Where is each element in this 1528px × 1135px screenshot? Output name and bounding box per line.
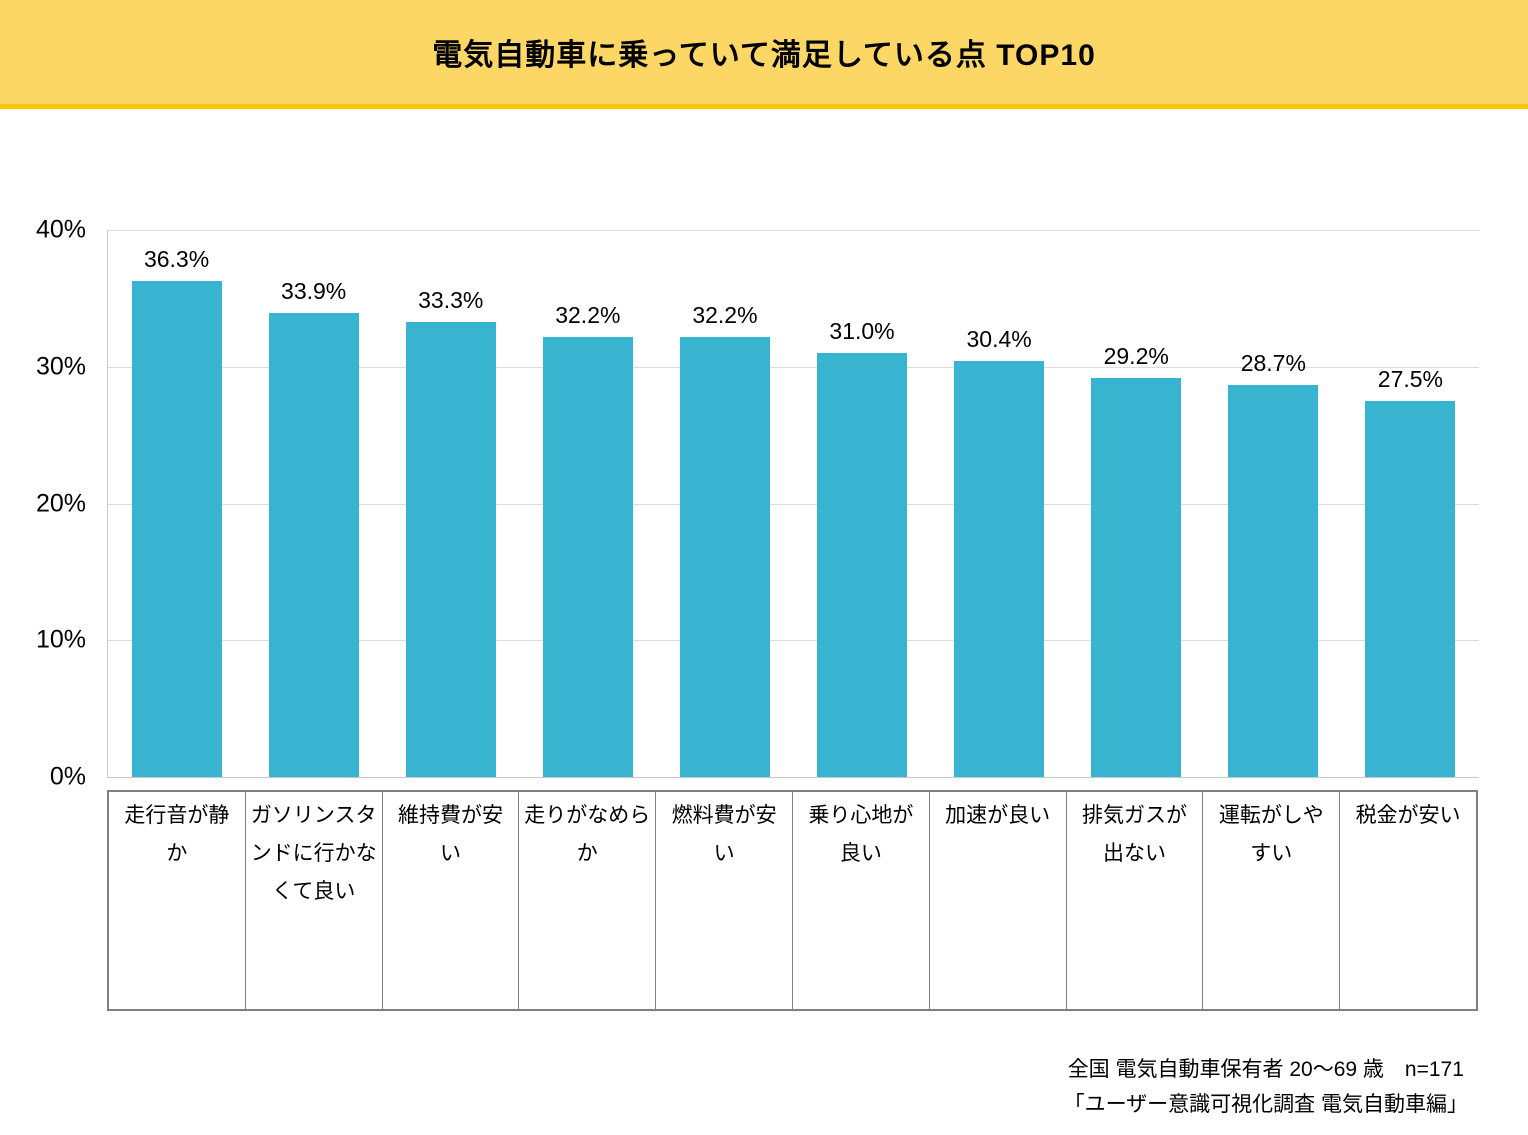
bar (542, 336, 633, 777)
bar-value-label: 27.5% (1377, 365, 1443, 392)
category-cell: 排気ガスが 出ない (1065, 792, 1203, 1009)
source-line-2: 「ユーザー意識可視化調査 電気自動車編」 (1063, 1092, 1468, 1116)
bar-series: 36.3% 33.9% 33.3% 32.2% 32.2% 31.0% 30.4% 29.2%… (108, 230, 1479, 777)
bar-slot: 30.4% (931, 230, 1068, 777)
bar-slot: 32.2% (519, 230, 656, 777)
bar-value-label: 30.4% (966, 326, 1032, 353)
bar-value-label: 32.2% (692, 301, 758, 328)
bar-slot: 27.5% (1342, 230, 1479, 777)
gridline (108, 366, 1479, 368)
y-axis-tick-label: 30% (35, 352, 86, 381)
bar (679, 336, 770, 777)
bar-slot: 33.9% (245, 230, 382, 777)
title-banner: 電気自動車に乗っていて満足している点 TOP10 (0, 0, 1528, 109)
y-axis-tick-label: 10% (35, 625, 86, 654)
category-cell: 乗り心地が 良い (791, 792, 929, 1009)
bar-value-label: 33.9% (281, 278, 347, 305)
bar-value-label: 28.7% (1240, 349, 1306, 376)
category-cell: 運転がしや すい (1202, 792, 1339, 1009)
bar (954, 361, 1045, 777)
bar-slot: 32.2% (656, 230, 793, 777)
y-axis-tick-label: 20% (35, 489, 86, 517)
gridline (108, 640, 1479, 642)
bar-slot: 33.3% (382, 230, 519, 777)
category-cell: 加速が良い (928, 792, 1066, 1009)
bar (1365, 400, 1456, 777)
bar-value-label: 29.2% (1103, 342, 1169, 369)
bar-slot: 28.7% (1205, 230, 1342, 777)
category-cell: ガソリンスタ ンドに行かな くて良い (244, 792, 382, 1009)
bar-slot: 31.0% (793, 230, 930, 777)
source-note: 全国 電気自動車保有者 20～69 歳 n=171 「ユーザー意識可視化調査 電… (1064, 1053, 1468, 1122)
category-cell: 維持費が安 い (381, 792, 519, 1009)
gridline (108, 230, 1479, 231)
bar-value-label: 33.3% (418, 286, 484, 313)
y-axis-tick-label: 0% (49, 762, 86, 791)
bar (268, 313, 359, 777)
bar-value-label: 36.3% (143, 245, 210, 272)
bar (817, 353, 908, 777)
category-table: 走行音が静 かガソリンスタ ンドに行かな くて良い 維持費が安 い走りがなめら か… (107, 790, 1478, 1011)
category-cell: 税金が安い (1339, 792, 1476, 1009)
bar (1091, 377, 1182, 777)
bar (405, 321, 496, 777)
bar-slot: 36.3% (108, 230, 245, 777)
page-title: 電気自動車に乗っていて満足している点 TOP10 (432, 39, 1096, 72)
category-cell: 燃料費が安 い (655, 792, 792, 1009)
gridline (108, 503, 1479, 505)
bar-value-label: 32.2% (555, 301, 621, 328)
source-line-1: 全国 電気自動車保有者 20～69 歳 n=171 (1067, 1058, 1464, 1081)
bar (131, 280, 222, 777)
category-cell: 走行音が静 か (124, 804, 230, 865)
bar (1228, 384, 1319, 777)
plot-area: 36.3% 33.9% 33.3% 32.2% 32.2% 31.0% 30.4% 29.2%… (107, 230, 1479, 778)
y-axis-tick-label: 40% (35, 215, 86, 244)
bar-value-label: 31.0% (829, 318, 895, 345)
category-cell: 走りがなめら か (518, 792, 655, 1009)
y-axis: 40% 30% 20% 10% 0% (0, 216, 90, 791)
bar-slot: 29.2% (1068, 230, 1205, 777)
